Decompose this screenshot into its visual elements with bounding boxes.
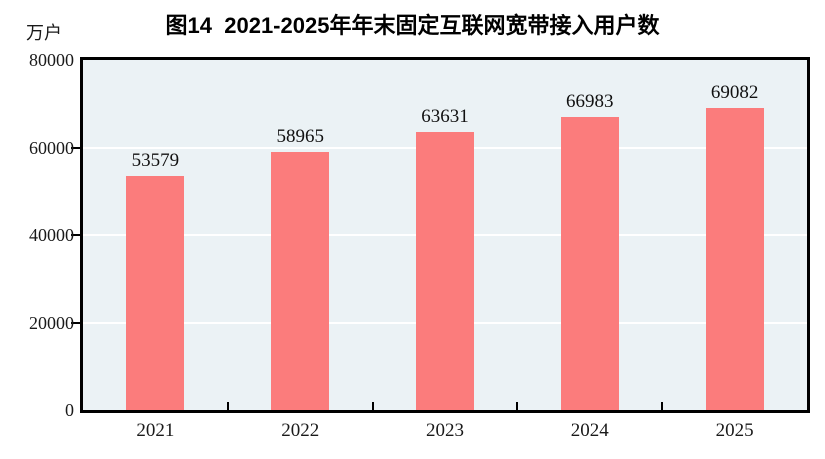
bar-2022 — [271, 152, 330, 410]
x-axis-tick-3 — [516, 402, 519, 410]
bar-2024 — [560, 117, 619, 410]
x-axis-tick-label-2024: 2024 — [570, 420, 609, 441]
bar-2023 — [416, 132, 474, 410]
plot-area: 53579 58965 63631 66983 69082 — [80, 57, 810, 413]
x-axis-tick-label-2021: 2021 — [136, 420, 175, 441]
x-axis-tick-1 — [226, 402, 229, 410]
chart-title: 图14 2021-2025年年末固定互联网宽带接入用户数 — [165, 13, 660, 38]
x-axis-tick-label-2025: 2025 — [715, 420, 754, 441]
bar-value-label-2021: 53579 — [131, 150, 180, 171]
x-axis-tick-label-2023: 2023 — [426, 420, 464, 441]
bar-2025 — [705, 108, 764, 410]
bar-value-label-2023: 63631 — [421, 106, 469, 127]
y-axis-tick-label-0: 0 — [65, 400, 74, 420]
y-axis-unit-label: 万户 — [26, 23, 62, 43]
y-axis-tick-label-80000: 80000 — [29, 50, 74, 70]
y-axis-tick-label-20000: 20000 — [29, 312, 74, 333]
y-axis-tick-label-60000: 60000 — [29, 137, 74, 158]
y-axis-tick-40000 — [71, 234, 80, 236]
y-axis-tick-label-40000: 40000 — [29, 225, 74, 245]
y-axis-tick-60000 — [71, 146, 80, 149]
x-axis-tick-label-2022: 2022 — [281, 420, 320, 441]
y-axis-tick-20000 — [71, 321, 80, 324]
x-axis-tick-4 — [661, 402, 664, 410]
bar-value-label-2022: 58965 — [276, 126, 324, 147]
bar-value-label-2024: 66983 — [566, 91, 614, 112]
x-axis-tick-2 — [371, 402, 374, 410]
bar-2021 — [126, 176, 185, 410]
bar-value-label-2025: 69082 — [710, 82, 759, 103]
